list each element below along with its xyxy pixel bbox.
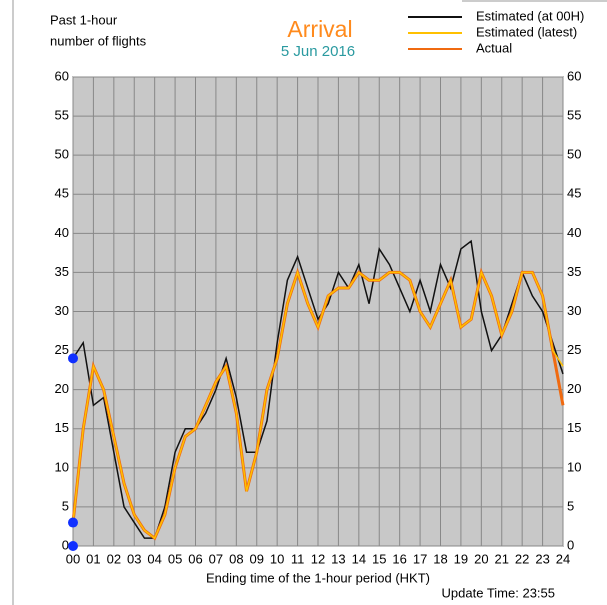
y-tick-label: 25 (55, 342, 69, 357)
x-tick-label: 01 (86, 551, 100, 566)
x-tick-label: 12 (311, 551, 325, 566)
y-tick-label-right: 45 (567, 186, 581, 201)
x-tick-label: 20 (474, 551, 488, 566)
x-tick-label: 07 (209, 551, 223, 566)
start-point (68, 353, 78, 364)
y-label: Past 1-hour (50, 12, 118, 27)
y-tick-label: 45 (55, 186, 69, 201)
series-line (72, 269, 564, 540)
y-tick-label-right: 30 (567, 303, 581, 318)
y-tick-label-right: 60 (567, 68, 581, 83)
x-tick-label: 02 (107, 551, 121, 566)
x-tick-label: 22 (515, 551, 529, 566)
chart-subtitle: 5 Jun 2016 (281, 43, 355, 60)
x-tick-label: 23 (535, 551, 549, 566)
legend-label: Actual (476, 40, 512, 55)
y-tick-label-right: 20 (567, 381, 581, 396)
y-tick-label: 60 (55, 68, 69, 83)
start-point (68, 541, 78, 551)
x-tick-label: 18 (433, 551, 447, 566)
y-tick-label: 40 (55, 225, 69, 240)
y-tick-label-right: 0 (567, 537, 574, 552)
x-tick-label: 11 (291, 551, 305, 566)
y-tick-label: 50 (55, 147, 69, 162)
update-time: Update Time: 23:55 (442, 585, 555, 600)
x-tick-label: 16 (392, 551, 406, 566)
legend-label: Estimated (at 00H) (476, 8, 584, 23)
y-label: number of flights (50, 33, 147, 48)
y-tick-label-right: 55 (567, 108, 581, 123)
y-tick-label: 35 (55, 264, 69, 279)
x-tick-label: 15 (372, 551, 386, 566)
y-tick-label-right: 15 (567, 420, 581, 435)
y-tick-label-right: 25 (567, 342, 581, 357)
y-tick-label-right: 40 (567, 225, 581, 240)
y-tick-label-right: 35 (567, 264, 581, 279)
y-tick-label: 10 (55, 459, 69, 474)
x-tick-label: 19 (454, 551, 468, 566)
y-tick-label: 5 (62, 498, 69, 513)
y-tick-label: 15 (55, 420, 69, 435)
x-tick-label: 17 (413, 551, 427, 566)
x-axis-label: Ending time of the 1-hour period (HKT) (206, 570, 430, 585)
x-tick-label: 10 (270, 551, 284, 566)
x-tick-label: 13 (331, 551, 345, 566)
x-tick-label: 05 (168, 551, 182, 566)
x-tick-label: 04 (147, 551, 161, 566)
x-tick-label: 00 (66, 551, 80, 566)
legend-label: Estimated (latest) (476, 24, 577, 39)
x-tick-label: 08 (229, 551, 243, 566)
y-tick-label: 55 (55, 108, 69, 123)
y-tick-label: 0 (62, 537, 69, 552)
x-tick-label: 06 (188, 551, 202, 566)
x-tick-label: 24 (556, 551, 570, 566)
x-tick-label: 09 (250, 551, 264, 566)
x-tick-label: 21 (495, 551, 509, 566)
y-tick-label-right: 10 (567, 459, 581, 474)
y-tick-label: 30 (55, 303, 69, 318)
y-tick-label: 20 (55, 381, 69, 396)
chart-title: Arrival (287, 16, 352, 42)
y-tick-label-right: 5 (567, 498, 574, 513)
x-tick-label: 03 (127, 551, 141, 566)
x-tick-label: 14 (352, 551, 366, 566)
start-point (68, 517, 78, 528)
y-tick-label-right: 50 (567, 147, 581, 162)
